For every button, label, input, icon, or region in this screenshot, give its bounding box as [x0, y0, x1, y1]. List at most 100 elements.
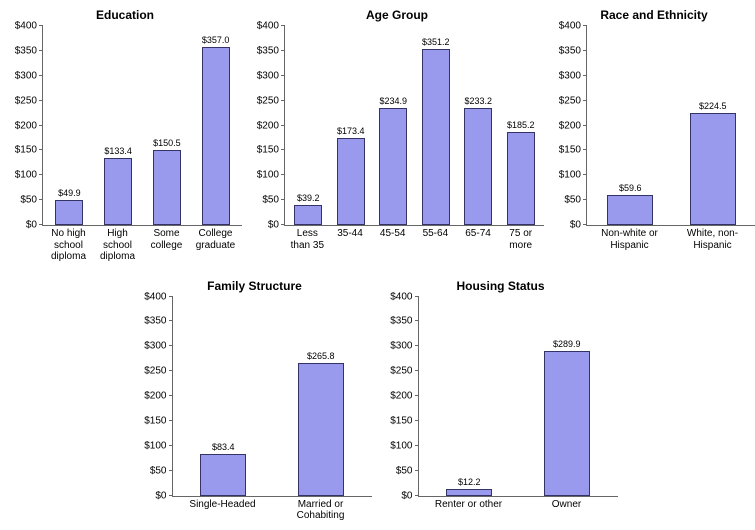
- bars-row: $59.6 $224.5: [587, 26, 755, 225]
- y-tick-label: $50: [150, 465, 167, 476]
- bar-value-label: $150.5: [153, 138, 181, 148]
- x-label: 35-44: [329, 228, 372, 251]
- y-tick-label: $250: [390, 366, 412, 377]
- y-tick-label: $250: [257, 95, 279, 106]
- bar-value-label: $39.2: [297, 193, 320, 203]
- x-labels: No high school diplomaHigh school diplom…: [42, 226, 242, 263]
- y-tick-label: $150: [15, 145, 37, 156]
- x-labels: Less than 3535-4445-5455-6465-7475 or mo…: [284, 226, 544, 251]
- bar-wrap: $233.2: [457, 26, 500, 225]
- bar: [422, 49, 450, 225]
- y-tick-label: $400: [559, 21, 581, 32]
- y-tick-label: $150: [144, 415, 166, 426]
- bar: [55, 200, 83, 225]
- panel-education: Education$0$50$100$150$200$250$300$350$4…: [8, 8, 242, 263]
- bar-wrap: $150.5: [143, 26, 192, 225]
- x-label: Less than 35: [286, 228, 329, 251]
- bar-wrap: $39.2: [287, 26, 330, 225]
- bar-value-label: $185.2: [507, 120, 535, 130]
- panel-title: Age Group: [366, 8, 428, 22]
- bar-wrap: $265.8: [272, 297, 370, 496]
- x-label: Married or Cohabiting: [272, 499, 370, 522]
- y-tick-label: $200: [257, 120, 279, 131]
- y-tick-label: $350: [257, 45, 279, 56]
- bar: [507, 132, 535, 225]
- y-tick-label: $300: [390, 341, 412, 352]
- x-label: Single-Headed: [174, 499, 272, 522]
- bar-value-label: $265.8: [307, 351, 335, 361]
- y-tick-label: $50: [396, 465, 413, 476]
- panel-age: Age Group $0$50$100$150$200$250$300$350$4…: [250, 8, 544, 263]
- panel-housing: Housing Status $0 $50 $100 $150 $200 $250 $300 $…: [384, 279, 618, 522]
- bar: [464, 108, 492, 225]
- bar-value-label: $224.5: [699, 101, 727, 111]
- x-label: White, non-Hispanic: [671, 228, 754, 251]
- x-label: 65-74: [457, 228, 500, 251]
- panel-title: Family Structure: [207, 279, 302, 293]
- bar-wrap: $173.4: [330, 26, 373, 225]
- plot-area: $0$50$100$150$200$250$300$350$400$39.2$1…: [284, 26, 544, 226]
- x-label: Renter or other: [420, 499, 518, 511]
- x-label: Some college: [142, 228, 191, 263]
- y-tick-label: $50: [564, 195, 581, 206]
- y-tick-label: $400: [390, 291, 412, 302]
- bar-value-label: $83.4: [212, 442, 235, 452]
- y-tick-label: $100: [144, 440, 166, 451]
- bar: [294, 205, 322, 225]
- y-tick-label: $350: [559, 45, 581, 56]
- axis-wrap: $0$50$100$150$200$250$300$350$400$83.4$2…: [138, 297, 372, 522]
- y-tick-label: $350: [390, 316, 412, 327]
- bar-value-label: $234.9: [379, 96, 407, 106]
- bar-wrap: $83.4: [175, 297, 273, 496]
- bar-wrap: $224.5: [672, 26, 755, 225]
- x-label: 75 or more: [499, 228, 542, 251]
- bar-value-label: $173.4: [337, 126, 365, 136]
- y-tick-label: $200: [390, 391, 412, 402]
- y-tick-label: $150: [390, 415, 412, 426]
- bars-row: $83.4 $265.8: [173, 297, 372, 496]
- bar: [104, 158, 132, 225]
- y-tick-label: $350: [144, 316, 166, 327]
- axis-wrap: $0$50$100$150$200$250$300$350$400$59.6$2…: [552, 26, 755, 251]
- bar: [202, 47, 230, 226]
- bar-value-label: $289.9: [553, 339, 581, 349]
- bars-row: $39.2$173.4$234.9$351.2$233.2$185.2: [285, 26, 544, 225]
- y-tick-label: $200: [559, 120, 581, 131]
- bar: [379, 108, 407, 225]
- bar: [153, 150, 181, 225]
- bar-wrap: $234.9: [372, 26, 415, 225]
- bar: [544, 351, 590, 496]
- x-label: High school diploma: [93, 228, 142, 263]
- panel-race: Race and Ethnicity$0$50$100$150$200$250$…: [552, 8, 755, 263]
- y-tick-label: $100: [15, 170, 37, 181]
- y-tick-label: $150: [559, 145, 581, 156]
- x-label: 55-64: [414, 228, 457, 251]
- y-tick-label: $100: [390, 440, 412, 451]
- bar-wrap: $59.6: [589, 26, 672, 225]
- plot-area: $0$50$100$150$200$250$300$350$400$83.4$2…: [172, 297, 372, 497]
- y-tick-label: $350: [15, 45, 37, 56]
- panel-title: Housing Status: [456, 279, 544, 293]
- y-tick-label: $300: [15, 70, 37, 81]
- bar: [446, 489, 492, 495]
- bar-wrap: $133.4: [94, 26, 143, 225]
- bar-wrap: $289.9: [518, 297, 616, 496]
- bar: [298, 363, 344, 496]
- y-tick-label: $0: [401, 490, 412, 501]
- bar-wrap: $12.2: [421, 297, 519, 496]
- y-tick-label: $200: [15, 120, 37, 131]
- bar: [200, 454, 246, 496]
- x-label: Non-white or Hispanic: [588, 228, 671, 251]
- bar: [690, 113, 736, 225]
- y-tick-label: $250: [559, 95, 581, 106]
- y-tick-label: $300: [257, 70, 279, 81]
- y-tick-label: $300: [559, 70, 581, 81]
- y-tick-label: $250: [15, 95, 37, 106]
- bar-value-label: $357.0: [202, 35, 230, 45]
- bar-wrap: $49.9: [45, 26, 94, 225]
- y-tick-label: $100: [257, 170, 279, 181]
- panel-title: Race and Ethnicity: [600, 8, 707, 22]
- y-tick-label: $150: [257, 145, 279, 156]
- y-tick-label: $0: [268, 220, 279, 231]
- axis-wrap: $0$50$100$150$200$250$300$350$400$49.9$1…: [8, 26, 242, 263]
